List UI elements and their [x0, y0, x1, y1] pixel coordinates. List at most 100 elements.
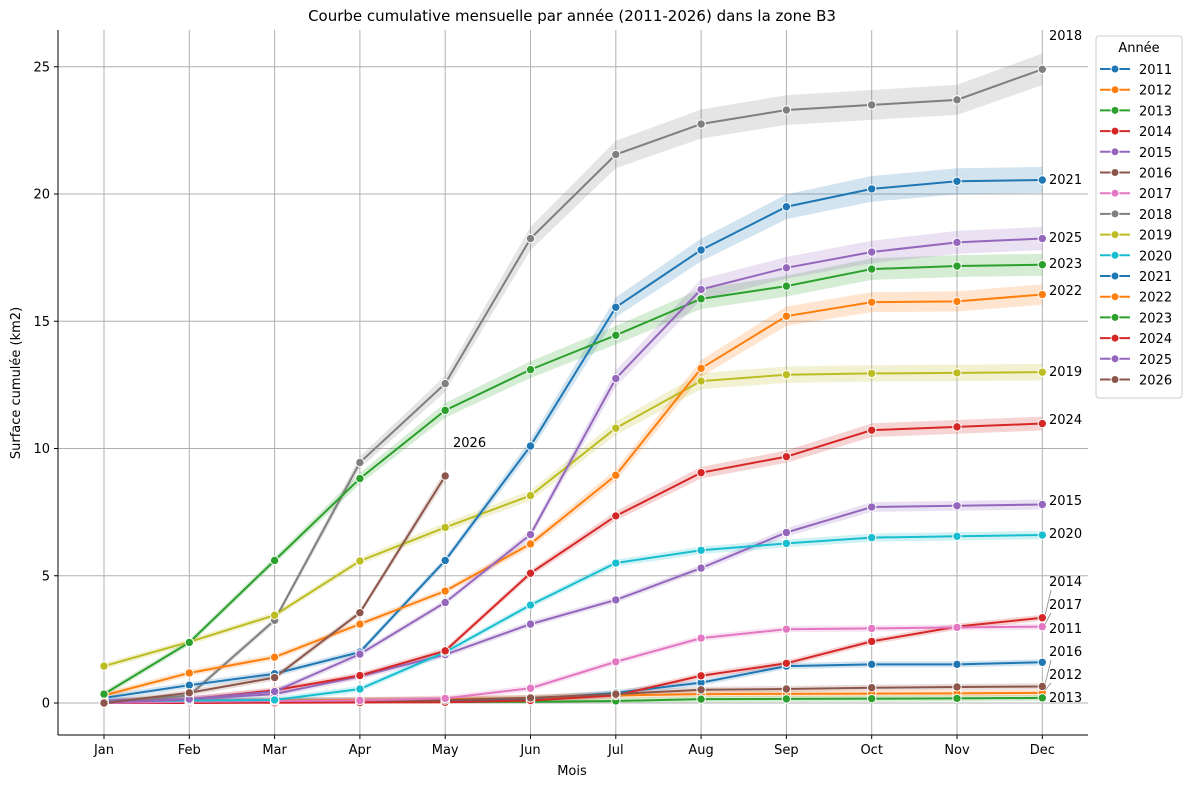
data-point-2025	[269, 686, 280, 697]
x-tick-label: Mar	[262, 743, 287, 758]
confidence-band-2019	[104, 363, 1043, 670]
data-point-2018	[781, 105, 792, 115]
data-point-2014	[696, 671, 706, 681]
legend-label: 2013	[1139, 104, 1172, 119]
legend-label: 2024	[1139, 332, 1172, 347]
data-point-2024	[867, 425, 877, 435]
data-point-2015	[696, 563, 706, 573]
legend-item-2018[interactable]: 2018	[1100, 208, 1172, 223]
legend-label: 2011	[1139, 63, 1172, 78]
legend-swatch-marker	[1110, 333, 1120, 343]
data-point-2020	[867, 532, 877, 543]
data-point-2022	[696, 363, 706, 374]
end-label-2011: 2011	[1049, 622, 1082, 637]
data-point-2026	[440, 471, 450, 481]
x-tick-label: May	[432, 743, 459, 758]
legend-item-2021[interactable]: 2021	[1100, 270, 1172, 285]
data-point-2019	[781, 369, 792, 380]
data-point-2013	[1037, 693, 1048, 703]
legend-item-2016[interactable]: 2016	[1100, 167, 1172, 182]
legend-swatch-marker	[1110, 188, 1120, 198]
legend-item-2026[interactable]: 2026	[1100, 374, 1172, 389]
data-point-2011	[952, 659, 962, 670]
data-point-2021	[525, 441, 536, 451]
end-label-leader	[1044, 659, 1052, 684]
legend-swatch-marker	[1110, 230, 1120, 240]
data-point-2024	[781, 451, 792, 462]
data-point-2025	[525, 529, 536, 540]
data-point-2025	[611, 373, 621, 384]
data-point-2018	[440, 378, 450, 389]
data-point-2023	[184, 637, 195, 648]
data-point-2024	[525, 568, 536, 578]
data-point-2021	[1037, 175, 1048, 185]
end-label-leader	[1044, 589, 1052, 615]
legend-item-2017[interactable]: 2017	[1100, 187, 1172, 202]
data-point-2016	[952, 682, 962, 692]
data-point-2023	[952, 261, 962, 271]
legend-item-2013[interactable]: 2013	[1100, 104, 1172, 119]
series-line-2025	[103, 237, 1043, 704]
data-point-2019	[440, 522, 450, 533]
data-point-2017	[781, 624, 792, 634]
data-point-2022	[611, 470, 621, 480]
x-tick-label: Jan	[93, 743, 114, 758]
data-point-2013	[952, 693, 962, 704]
end-label-2013: 2013	[1049, 691, 1082, 706]
data-point-2015	[781, 527, 792, 538]
data-point-2025	[696, 284, 706, 295]
data-point-2023	[440, 405, 450, 416]
legend-item-2025[interactable]: 2025	[1100, 353, 1172, 368]
legend-label: 2012	[1139, 84, 1172, 99]
legend-item-2014[interactable]: 2014	[1100, 125, 1172, 140]
data-point-2026	[269, 672, 280, 683]
legend-item-2023[interactable]: 2023	[1100, 311, 1172, 326]
data-point-2018	[355, 457, 365, 468]
data-point-2020	[781, 538, 792, 549]
data-point-2025	[440, 597, 450, 608]
data-point-2019	[355, 556, 365, 566]
data-point-2024	[440, 646, 450, 656]
legend-swatch-marker	[1110, 64, 1120, 74]
data-point-2020	[696, 545, 706, 555]
series-lines	[103, 68, 1043, 704]
data-point-2026	[355, 607, 365, 618]
data-point-2014	[867, 636, 877, 647]
data-point-2025	[1037, 233, 1048, 244]
legend-item-2022[interactable]: 2022	[1100, 291, 1172, 306]
x-tick-label: Nov	[944, 743, 970, 758]
y-tick-label: 5	[42, 569, 50, 584]
data-point-2020	[1037, 530, 1048, 540]
data-point-2011	[1037, 657, 1048, 667]
legend-swatch-marker	[1110, 126, 1120, 136]
legend-item-2012[interactable]: 2012	[1100, 84, 1172, 99]
legend-item-2024[interactable]: 2024	[1100, 332, 1172, 347]
data-point-2025	[952, 237, 962, 248]
data-point-2020	[269, 695, 280, 705]
end-label-2026: 2026	[453, 436, 486, 451]
x-tick-label: Jul	[607, 743, 624, 758]
y-tick-label: 20	[33, 188, 50, 203]
data-point-2015	[867, 502, 877, 512]
end-label-2023: 2023	[1049, 257, 1082, 272]
legend-item-2019[interactable]: 2019	[1100, 229, 1172, 244]
legend[interactable]: Année 2011201220132014201520162017201820…	[1095, 35, 1183, 399]
legend-item-2015[interactable]: 2015	[1100, 146, 1172, 161]
data-point-2022	[867, 297, 877, 307]
data-point-2020	[611, 558, 621, 568]
legend-item-2011[interactable]: 2011	[1100, 63, 1172, 78]
data-point-2017	[525, 683, 536, 693]
data-point-2023	[525, 364, 536, 375]
data-point-2023	[355, 473, 365, 484]
data-point-2023	[99, 689, 109, 699]
data-point-2022	[1037, 289, 1048, 300]
legend-label: 2014	[1139, 125, 1172, 140]
data-point-2022	[525, 539, 536, 549]
data-point-2020	[355, 684, 365, 694]
end-label-2014: 2014	[1049, 575, 1082, 590]
series-line-2021	[103, 179, 1043, 699]
legend-item-2020[interactable]: 2020	[1100, 249, 1172, 264]
series-line-2015	[103, 503, 1043, 702]
y-tick-label: 25	[33, 60, 50, 75]
end-label-2020: 2020	[1049, 527, 1082, 542]
